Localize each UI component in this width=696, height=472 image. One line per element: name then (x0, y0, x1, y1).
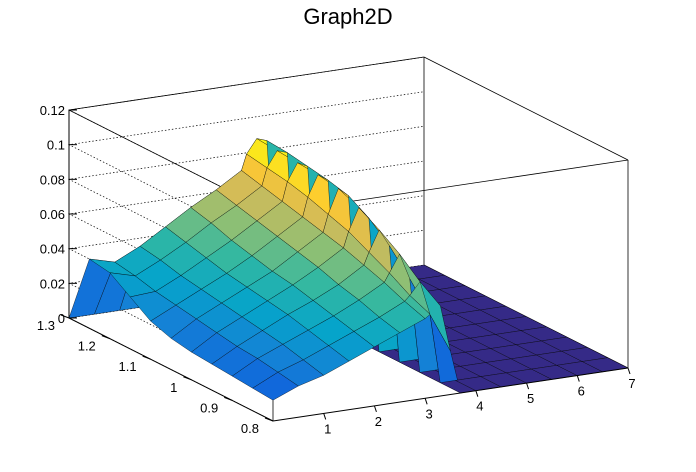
y-tick-mark (264, 417, 274, 422)
x-tick-label: 5 (527, 391, 534, 406)
y-tick-label: 1.3 (37, 318, 55, 333)
x-tick-mark (576, 375, 580, 382)
z-tick-label: 0.06 (40, 207, 65, 222)
x-tick-label: 1 (324, 421, 331, 436)
y-tick-label: 1 (170, 380, 177, 395)
y-tick-mark (224, 396, 233, 401)
y-tick-mark (183, 376, 192, 381)
x-tick-mark (475, 390, 479, 397)
y-tick-label: 0.9 (200, 400, 218, 415)
y-tick-label: 0.8 (241, 421, 259, 436)
z-tick-label: 0.04 (40, 242, 65, 257)
chart-title: Graph2D (303, 4, 393, 29)
x-tick-mark (424, 398, 428, 405)
z-tick-label: 0.1 (47, 138, 65, 153)
y-tick-mark (60, 314, 70, 319)
z-tick-label: 0.12 (40, 103, 65, 118)
front-frame (68, 317, 629, 422)
y-tick-mark (142, 355, 151, 360)
y-tick-label: 1.1 (119, 359, 137, 374)
x-tick-mark (526, 382, 530, 390)
frame-edge (68, 56, 425, 111)
x-tick-mark (627, 367, 631, 375)
x-tick-label: 2 (375, 414, 382, 429)
x-tick-label: 4 (476, 399, 483, 414)
frame-edge (423, 56, 629, 161)
x-tick-mark (323, 413, 327, 420)
y-tick-label: 1.2 (78, 339, 96, 354)
z-axis: 0 0.02 0.04 0.06 0.08 0.1 0.12 (40, 103, 77, 326)
x-tick-label: 6 (578, 384, 585, 399)
x-tick-label: 7 (628, 376, 635, 391)
x-axis: 1 2 3 4 5 6 7 (323, 367, 636, 436)
y-axis: 1.3 1.2 1.1 1 0.9 0.8 (37, 314, 274, 436)
z-tick-label: 0.08 (40, 172, 65, 187)
y-tick-mark (101, 335, 110, 340)
x-tick-mark (373, 405, 377, 413)
x-tick-label: 3 (426, 406, 433, 421)
z-tick-label: 0 (58, 311, 65, 326)
surface-mesh (68, 138, 629, 401)
z-tick-label: 0.02 (40, 276, 65, 291)
axis-line (68, 317, 274, 422)
axis-line (272, 367, 629, 422)
